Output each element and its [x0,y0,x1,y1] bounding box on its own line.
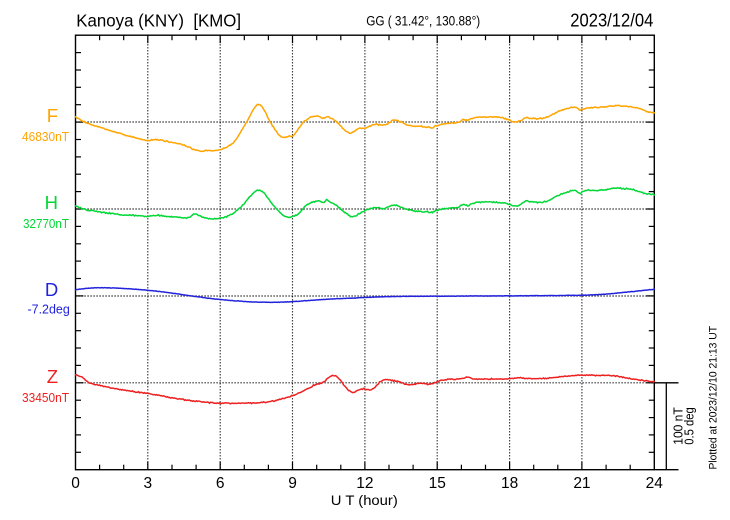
svg-text:32770nT: 32770nT [23,216,69,231]
svg-text:Plotted at 2023/12/10 21:13 UT: Plotted at 2023/12/10 21:13 UT [708,326,720,470]
svg-text:6: 6 [216,475,225,492]
svg-text:18: 18 [501,475,518,492]
svg-text:100 nT: 100 nT [671,407,686,445]
svg-text:46830nT: 46830nT [22,129,69,144]
svg-text:21: 21 [573,475,590,492]
svg-text:D: D [45,279,58,300]
svg-text:F: F [47,105,58,126]
svg-text:0: 0 [71,475,80,492]
svg-text:GG ( 31.42°, 130.88°): GG ( 31.42°, 130.88°) [366,14,480,29]
svg-text:-7.2deg: -7.2deg [28,302,70,317]
svg-text:9: 9 [288,475,297,492]
svg-text:15: 15 [429,475,446,492]
svg-text:24: 24 [646,475,664,492]
svg-text:H: H [45,192,58,213]
svg-text:12: 12 [356,475,373,492]
svg-text:2023/12/04: 2023/12/04 [570,11,653,31]
svg-text:0.5 deg: 0.5 deg [682,407,697,445]
svg-text:3: 3 [144,475,153,492]
svg-text:33450nT: 33450nT [22,390,69,405]
svg-text:U T (hour): U T (hour) [331,492,398,508]
svg-text:Z: Z [47,366,58,387]
svg-text:Kanoya (KNY) [KMO]: Kanoya (KNY) [KMO] [76,11,241,31]
